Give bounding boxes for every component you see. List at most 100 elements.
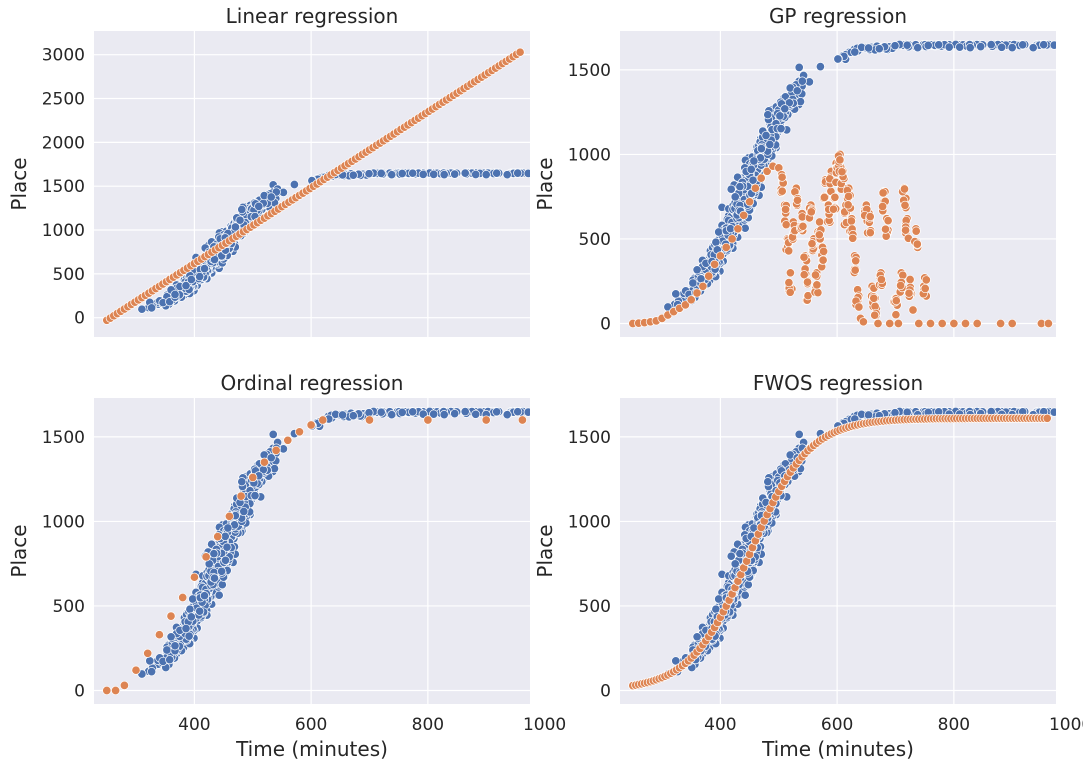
predicted-point: [880, 224, 891, 234]
y-tick-label: 500: [579, 597, 611, 617]
actual-point: [833, 54, 843, 64]
actual-point: [850, 47, 860, 57]
actual-point: [166, 632, 176, 642]
fwos-regression-plot: 0 500 1000 1500 400 600 800 1000 FWOS regression…: [533, 371, 1083, 735]
predicted-point: [891, 296, 901, 306]
actual-point: [749, 156, 759, 166]
linear-regression-plot: 0 500 1000 1500 2000 2500 3000 Linear regressio…: [7, 4, 546, 337]
predicted-point: [318, 415, 328, 425]
actual-point: [730, 192, 740, 202]
predicted-point: [739, 210, 749, 220]
predicted-point: [102, 685, 112, 696]
actual-point: [965, 43, 975, 53]
predicted-point: [921, 275, 931, 285]
actual-point: [696, 274, 706, 284]
y-tick-label: 0: [74, 309, 85, 329]
y-tick-label: 1000: [42, 221, 85, 241]
actual-point: [185, 604, 195, 614]
y-tick-label: 0: [600, 681, 611, 701]
predicted-point: [294, 427, 305, 437]
y-axis-label: Place: [533, 524, 557, 577]
actual-point: [338, 410, 348, 420]
predicted-point: [727, 234, 737, 244]
predicted-point: [799, 270, 809, 280]
actual-point: [735, 549, 745, 559]
actual-point: [408, 168, 418, 178]
predicted-point: [896, 280, 906, 291]
predicted-point: [848, 233, 858, 243]
y-tick-label: 2500: [42, 90, 85, 110]
actual-point: [513, 407, 523, 417]
predicted-point: [865, 212, 875, 222]
actual-point: [181, 281, 191, 291]
predicted-point: [914, 318, 924, 329]
actual-point: [756, 144, 766, 154]
actual-point: [986, 40, 996, 50]
predicted-point: [692, 288, 702, 298]
actual-point: [418, 409, 428, 419]
actual-point: [726, 551, 736, 561]
actual-point: [775, 111, 785, 121]
actual-point: [794, 62, 804, 72]
predicted-point: [166, 611, 176, 621]
predicted-point: [781, 220, 791, 230]
predicted-point: [423, 415, 433, 425]
x-tick-label: 1000: [1049, 715, 1083, 735]
actual-point: [763, 477, 773, 487]
actual-point: [502, 170, 512, 180]
actual-point: [145, 656, 155, 666]
actual-point: [471, 169, 481, 180]
y-tick-label: 0: [600, 314, 611, 334]
predicted-point: [844, 191, 854, 201]
actual-point: [748, 175, 758, 185]
panel-title: Linear regression: [226, 4, 399, 28]
predicted-point: [819, 192, 829, 202]
predicted-point: [843, 200, 853, 210]
y-tick-label: 1000: [42, 512, 85, 532]
actual-point: [170, 641, 180, 651]
actual-point: [429, 169, 439, 179]
actual-point: [250, 491, 260, 501]
actual-point: [266, 192, 276, 202]
actual-point: [450, 409, 460, 419]
actual-point: [376, 168, 386, 178]
predicted-point: [271, 445, 281, 455]
actual-point: [1007, 43, 1017, 53]
y-tick-label: 1500: [42, 177, 85, 197]
actual-point: [181, 623, 191, 634]
predicted-point: [925, 318, 936, 329]
predicted-point: [837, 167, 847, 177]
actual-point: [711, 237, 721, 247]
actual-point: [815, 62, 825, 72]
predicted-point: [481, 415, 491, 425]
actual-point: [923, 40, 933, 50]
predicted-point: [850, 265, 860, 275]
predicted-point: [721, 242, 731, 252]
predicted-point: [814, 230, 824, 240]
y-tick-label: 1500: [568, 428, 611, 448]
predicted-point: [306, 420, 316, 430]
actual-point: [450, 169, 460, 179]
predicted-point: [937, 318, 947, 329]
actual-point: [692, 265, 702, 275]
actual-point: [397, 168, 407, 179]
actual-point: [235, 215, 245, 225]
predicted-point: [815, 217, 825, 227]
predicted-point: [865, 228, 875, 238]
y-tick-label: 1000: [568, 145, 611, 165]
actual-point: [170, 289, 180, 300]
actual-point: [746, 164, 756, 174]
x-tick-label: 800: [412, 715, 444, 735]
predicted-point: [517, 415, 527, 425]
actual-point: [481, 170, 491, 180]
actual-point: [199, 591, 210, 601]
actual-point: [1018, 40, 1028, 50]
actual-point: [730, 559, 740, 569]
actual-point: [776, 124, 786, 134]
predicted-point: [1007, 318, 1017, 329]
predicted-point: [248, 472, 258, 483]
y-axis-label: Place: [7, 157, 31, 210]
actual-point: [209, 573, 220, 583]
actual-point: [268, 429, 278, 439]
gp-regression-plot: 0 500 1000 1500 GP regression Place: [533, 4, 1072, 337]
